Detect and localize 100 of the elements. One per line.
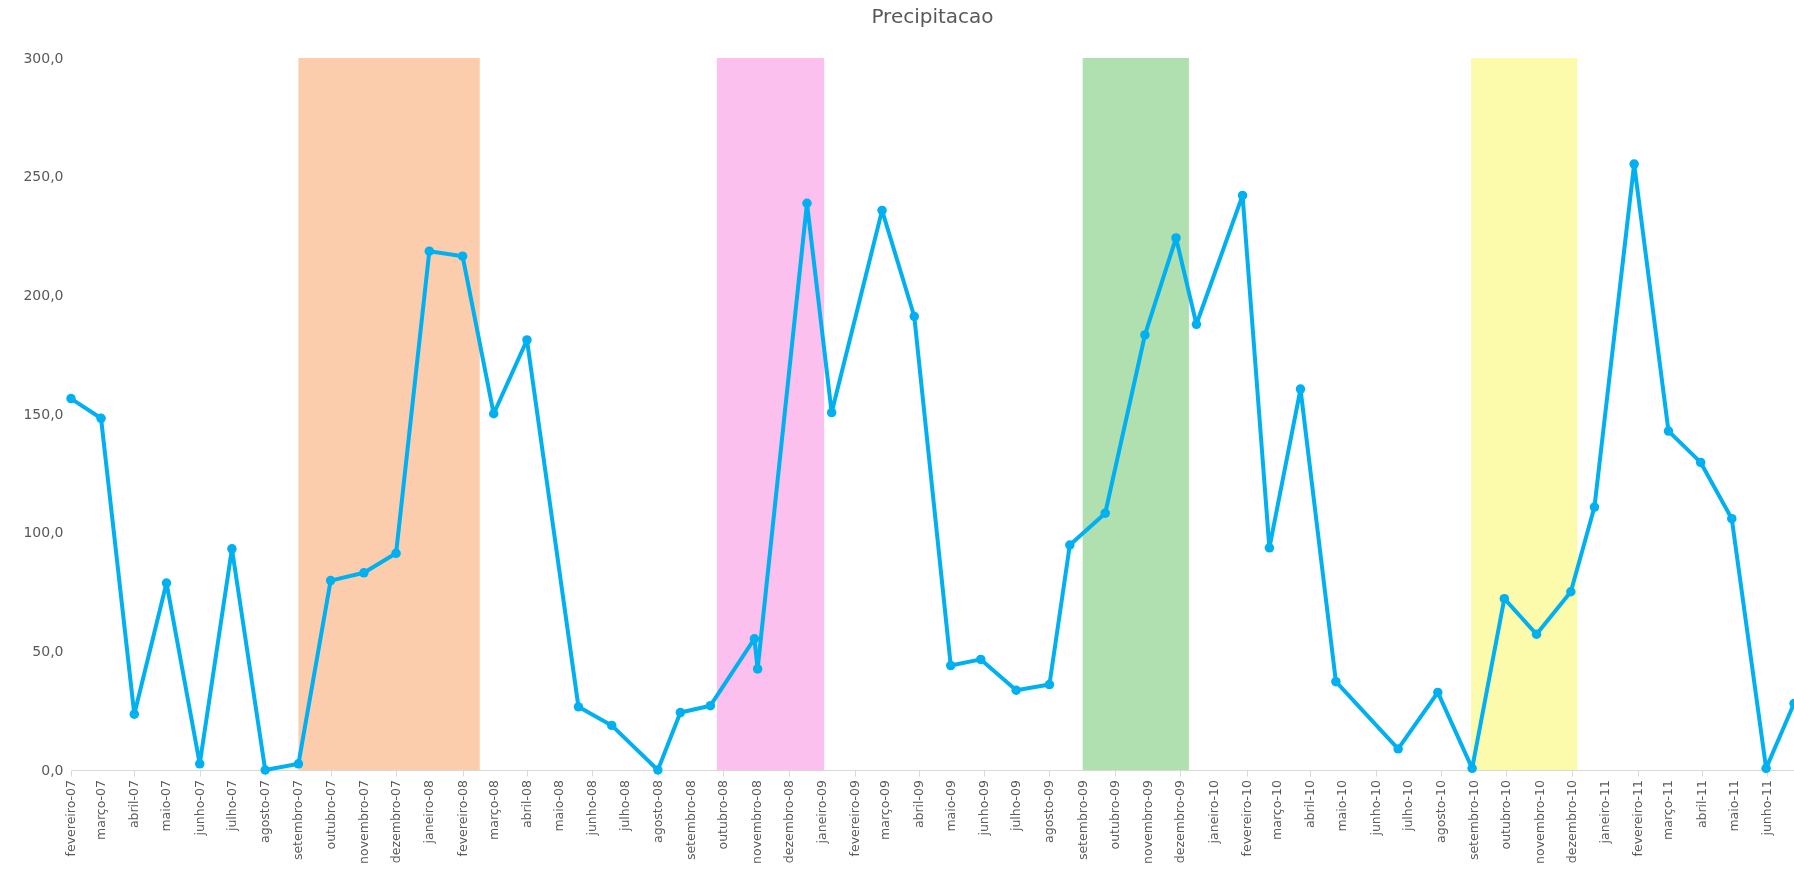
point — [653, 765, 663, 775]
point — [359, 568, 369, 578]
x-tick-label: janeiro-09 — [814, 779, 829, 845]
point — [1264, 543, 1275, 553]
x-tick-label: abril-09 — [910, 779, 926, 829]
x-tick-label: maio-09 — [942, 779, 958, 832]
x-tick-label: agosto-09 — [1041, 779, 1057, 843]
point — [1011, 685, 1021, 695]
point — [1761, 763, 1771, 774]
x-tick-label: setembro-07 — [290, 780, 306, 861]
x-tick-label: janeiro-10 — [1205, 779, 1221, 845]
point — [826, 407, 837, 418]
point — [976, 654, 986, 665]
point — [1331, 676, 1341, 687]
x-tick-label: outubro-07 — [322, 780, 338, 850]
x-tick-label: junho-07 — [191, 780, 207, 837]
point — [1191, 319, 1202, 330]
point — [1499, 593, 1510, 604]
x-tick-label: julho-08 — [616, 779, 632, 833]
x-tick-label: março-07 — [93, 780, 109, 840]
point — [1727, 513, 1737, 524]
point — [705, 700, 716, 711]
point — [195, 759, 205, 769]
point — [802, 198, 812, 208]
x-tick-label: julho-09 — [1008, 779, 1024, 833]
point — [488, 409, 499, 419]
point — [1467, 763, 1477, 774]
x-tick-label: abril-07 — [126, 780, 142, 829]
x-tick-label: julho-07 — [223, 780, 239, 833]
x-tick-label: fevereiro-11 — [1630, 780, 1646, 857]
point — [752, 664, 763, 674]
point — [749, 634, 760, 644]
point — [573, 702, 584, 712]
point — [96, 413, 106, 424]
x-tick-label: fevereiro-07 — [63, 780, 78, 857]
x-tick-label: novembro-08 — [748, 779, 764, 864]
x-tick-label: novembro-07 — [355, 780, 371, 864]
x-tick-label: setembro-08 — [683, 779, 699, 861]
x-tick-label: março-08 — [485, 779, 501, 840]
point — [606, 720, 617, 731]
x-tick-label: junho-11 — [1759, 780, 1775, 837]
x-tick-label: novembro-09 — [1140, 779, 1156, 864]
x-tick-label: setembro-09 — [1074, 779, 1090, 861]
x-tick-label: abril-10 — [1302, 779, 1318, 829]
x-tick-label: maio-08 — [551, 779, 567, 832]
chart-title: Precipitacao — [871, 4, 994, 28]
point — [1695, 457, 1706, 468]
x-tick-label: fevereiro-08 — [454, 779, 470, 857]
point — [1171, 233, 1181, 243]
point — [1393, 744, 1403, 754]
x-tick-label: agosto-10 — [1433, 779, 1449, 843]
x-tick-label: maio-11 — [1725, 780, 1741, 832]
x-tick-label: janeiro-11 — [1597, 780, 1613, 845]
point — [1629, 159, 1639, 169]
x-tick-label: fevereiro-10 — [1238, 779, 1254, 857]
x-tick-label: dezembro-09 — [1172, 779, 1188, 864]
y-tick-label: 250,0 — [23, 168, 64, 185]
x-tick-label: março-10 — [1268, 779, 1284, 840]
y-tick-label: 50,0 — [32, 642, 64, 659]
x-tick-label: abril-11 — [1693, 780, 1709, 829]
x-tick-label: setembro-10 — [1466, 779, 1482, 861]
point — [909, 311, 919, 322]
x-tick-label: março-11 — [1660, 780, 1676, 840]
point — [391, 548, 401, 559]
point — [457, 251, 468, 261]
point — [1663, 426, 1674, 436]
x-tick-label: março-09 — [877, 779, 893, 840]
x-tick-label: janeiro-08 — [421, 779, 437, 845]
x-tick-label: julho-10 — [1399, 779, 1415, 833]
point — [1065, 540, 1075, 550]
x-tick-label: outubro-08 — [715, 779, 731, 850]
point — [227, 544, 237, 554]
point — [129, 709, 140, 719]
point — [1140, 330, 1150, 340]
x-tick-label: junho-10 — [1367, 779, 1383, 837]
point — [1589, 502, 1600, 512]
point — [260, 765, 270, 775]
point — [522, 335, 532, 345]
x-tick-label: junho-09 — [976, 779, 991, 837]
x-tick-label: agosto-07 — [257, 780, 273, 843]
x-tick-label: fevereiro-09 — [847, 779, 863, 857]
point — [1044, 679, 1055, 690]
point — [424, 246, 435, 256]
x-tick-label: maio-10 — [1334, 779, 1350, 832]
x-tick-label: dezembro-07 — [388, 780, 404, 864]
point — [946, 660, 956, 671]
point — [1295, 384, 1306, 394]
point — [1531, 629, 1542, 639]
point — [161, 578, 172, 588]
point — [1433, 687, 1443, 698]
y-tick-label: 200,0 — [23, 286, 64, 303]
point — [1100, 508, 1110, 518]
x-tick-label: outubro-09 — [1106, 779, 1122, 850]
point — [1566, 587, 1576, 597]
x-tick-label: dezembro-08 — [780, 779, 796, 864]
point — [325, 575, 336, 586]
x-tick-label: agosto-08 — [649, 779, 665, 843]
y-tick-label: 0,0 — [41, 761, 64, 778]
x-tick-label: junho-08 — [584, 779, 600, 837]
x-tick-label: novembro-10 — [1531, 779, 1547, 864]
